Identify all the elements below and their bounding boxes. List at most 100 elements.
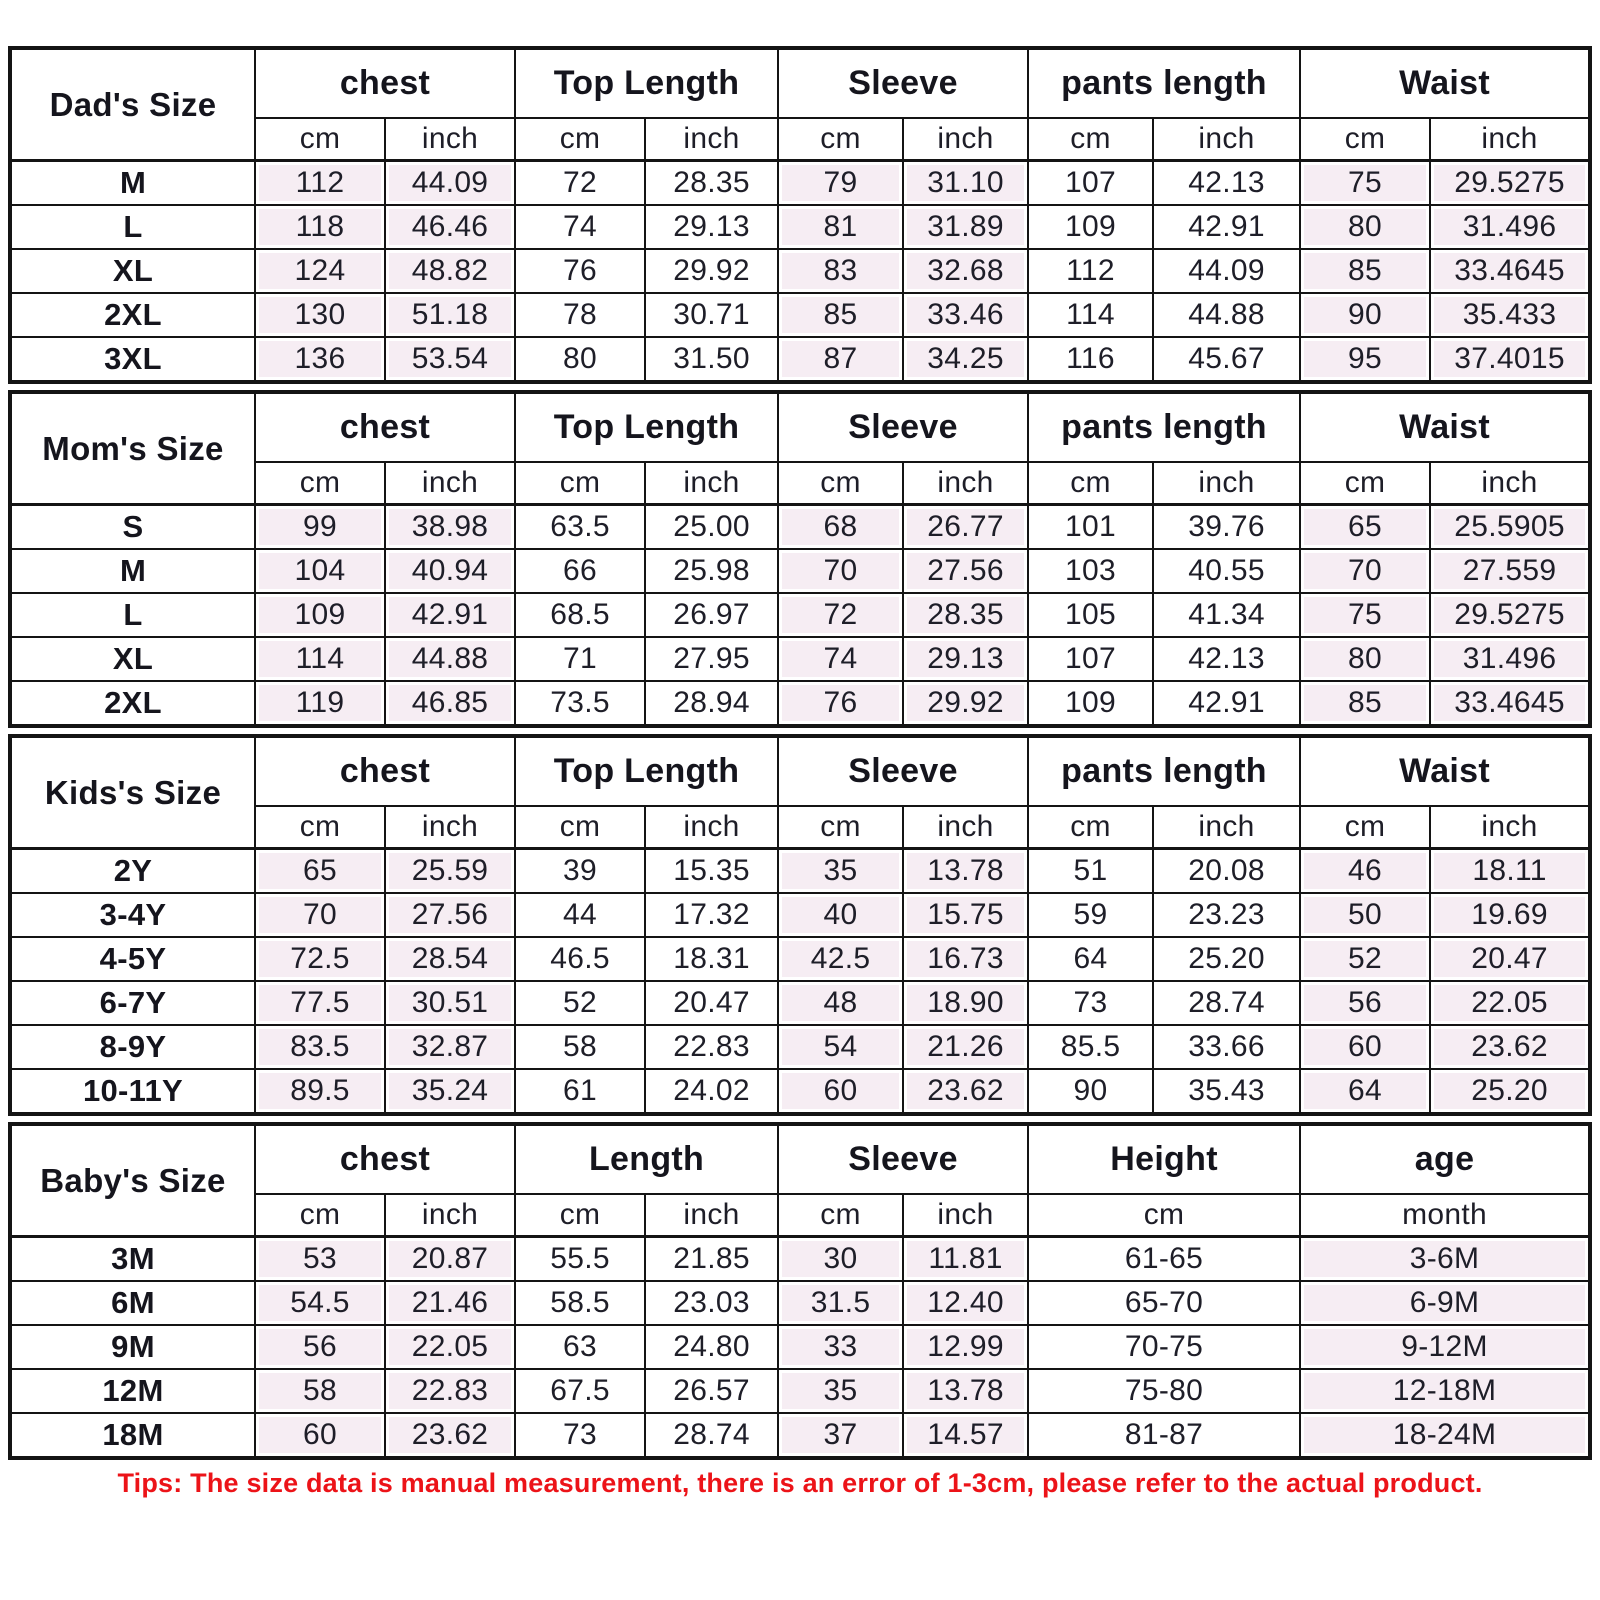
unit-subheader: cm — [514, 1193, 647, 1238]
value-cell: 48 — [777, 980, 905, 1026]
value-cell: 42.5 — [777, 936, 905, 982]
value-cell: 22.05 — [1429, 980, 1592, 1026]
value-cell: 109 — [1027, 204, 1155, 250]
column-group-header: Waist — [1299, 391, 1592, 463]
unit-subheader: inch — [383, 461, 517, 506]
value-cell: 21.85 — [644, 1235, 780, 1282]
unit-subheader: inch — [383, 117, 517, 162]
value-cell: 19.69 — [1429, 892, 1592, 938]
value-cell: 25.98 — [644, 548, 780, 594]
value-cell: 6-9M — [1299, 1280, 1592, 1326]
size-label-cell: 4-5Y — [9, 936, 256, 982]
value-cell: 23.62 — [1429, 1024, 1592, 1070]
unit-subheader: inch — [1152, 461, 1302, 506]
column-group-header: Sleeve — [777, 1123, 1030, 1195]
size-row: 8-9Y 83.5 32.87 58 22.83 54 21.26 85.5 33.66 60 23… — [9, 1024, 1592, 1070]
value-cell: 80 — [514, 336, 647, 383]
value-cell: 85.5 — [1027, 1024, 1155, 1070]
value-cell: 76 — [777, 680, 905, 727]
size-label-cell: M — [9, 548, 256, 594]
value-cell: 114 — [1027, 292, 1155, 338]
unit-subheader: inch — [1429, 117, 1592, 162]
tips-note: Tips: The size data is manual measuremen… — [117, 1468, 1483, 1498]
value-cell: 90 — [1027, 1068, 1155, 1115]
unit-subheader: cm — [777, 805, 905, 850]
value-cell: 80 — [1299, 636, 1432, 682]
size-row: M 104 40.94 66 25.98 70 27.56 103 40.55 70 27.559 — [9, 548, 1592, 594]
value-cell: 25.59 — [383, 847, 517, 894]
value-cell: 109 — [1027, 680, 1155, 727]
value-cell: 81-87 — [1027, 1412, 1302, 1459]
value-cell: 29.5275 — [1429, 159, 1592, 206]
value-cell: 3-6M — [1299, 1235, 1592, 1282]
unit-subheader: inch — [383, 805, 517, 850]
moms-size-table: Mom's Size chest Top Length Sleeve pants len… — [8, 390, 1593, 728]
size-label-cell: 3XL — [9, 336, 256, 383]
size-chart-sheet: Dad's Size chest Top Length Sleeve pants len… — [8, 46, 1593, 1498]
value-cell: 25.00 — [644, 503, 780, 550]
value-cell: 63 — [514, 1324, 647, 1370]
value-cell: 27.56 — [383, 892, 517, 938]
value-cell: 119 — [254, 680, 386, 727]
value-cell: 35.433 — [1429, 292, 1592, 338]
size-row: 2XL 130 51.18 78 30.71 85 33.46 114 44.88 90 35.43… — [9, 292, 1592, 338]
value-cell: 73 — [514, 1412, 647, 1459]
value-cell: 40 — [777, 892, 905, 938]
unit-subheader: inch — [1152, 117, 1302, 162]
value-cell: 118 — [254, 204, 386, 250]
value-cell: 13.78 — [902, 847, 1030, 894]
value-cell: 33.4645 — [1429, 248, 1592, 294]
section-label: Baby's Size — [9, 1123, 256, 1238]
column-group-header: pants length — [1027, 391, 1302, 463]
value-cell: 37 — [777, 1412, 905, 1459]
value-cell: 20.87 — [383, 1235, 517, 1282]
size-row: 10-11Y 89.5 35.24 61 24.02 60 23.62 90 35.43 64 25… — [9, 1068, 1592, 1115]
size-row: L 109 42.91 68.5 26.97 72 28.35 105 41.34 75 29.52… — [9, 592, 1592, 638]
value-cell: 26.97 — [644, 592, 780, 638]
value-cell: 42.13 — [1152, 636, 1302, 682]
value-cell: 31.50 — [644, 336, 780, 383]
value-cell: 50 — [1299, 892, 1432, 938]
column-group-header: Sleeve — [777, 735, 1030, 807]
value-cell: 20.08 — [1152, 847, 1302, 894]
unit-subheader: cm — [777, 461, 905, 506]
value-cell: 75-80 — [1027, 1368, 1302, 1414]
size-label-cell: XL — [9, 248, 256, 294]
size-row: M 112 44.09 72 28.35 79 31.10 107 42.13 75 29.5275 — [9, 159, 1592, 206]
unit-subheader: inch — [1429, 805, 1592, 850]
value-cell: 61-65 — [1027, 1235, 1302, 1282]
value-cell: 103 — [1027, 548, 1155, 594]
unit-subheader: cm — [777, 1193, 905, 1238]
value-cell: 109 — [254, 592, 386, 638]
value-cell: 27.56 — [902, 548, 1030, 594]
value-cell: 83 — [777, 248, 905, 294]
value-cell: 60 — [777, 1068, 905, 1115]
value-cell: 70-75 — [1027, 1324, 1302, 1370]
size-label-cell: 10-11Y — [9, 1068, 256, 1115]
value-cell: 87 — [777, 336, 905, 383]
size-row: 2XL 119 46.85 73.5 28.94 76 29.92 109 42.91 85 33.… — [9, 680, 1592, 727]
size-label-cell: L — [9, 204, 256, 250]
value-cell: 54.5 — [254, 1280, 386, 1326]
unit-subheader: inch — [1429, 461, 1592, 506]
value-cell: 72 — [777, 592, 905, 638]
value-cell: 104 — [254, 548, 386, 594]
value-cell: 75 — [1299, 592, 1432, 638]
value-cell: 85 — [1299, 248, 1432, 294]
value-cell: 77.5 — [254, 980, 386, 1026]
column-group-header: chest — [253, 1123, 517, 1195]
value-cell: 30 — [777, 1235, 905, 1282]
column-group-header: Waist — [1299, 735, 1592, 807]
value-cell: 34.25 — [902, 336, 1030, 383]
value-cell: 53.54 — [383, 336, 517, 383]
value-cell: 81 — [777, 204, 905, 250]
value-cell: 25.20 — [1152, 936, 1302, 982]
unit-subheader: cm — [254, 117, 386, 162]
value-cell: 18.90 — [902, 980, 1030, 1026]
value-cell: 90 — [1299, 292, 1432, 338]
value-cell: 66 — [514, 548, 647, 594]
value-cell: 74 — [777, 636, 905, 682]
value-cell: 107 — [1027, 636, 1155, 682]
value-cell: 33 — [777, 1324, 905, 1370]
